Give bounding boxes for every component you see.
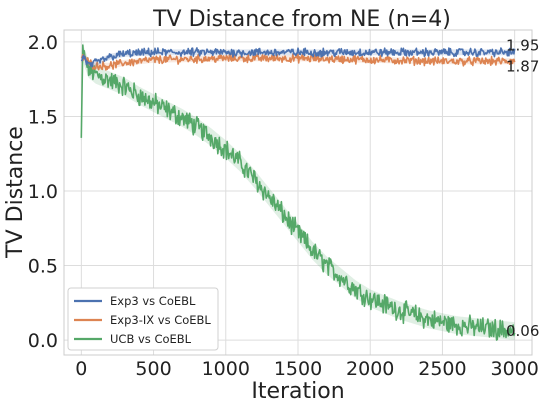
- x-tick-label: 1500: [274, 358, 322, 380]
- y-tick-label: 1.5: [28, 106, 58, 128]
- series-line: [80, 47, 516, 68]
- y-tick-label: 2.0: [28, 32, 58, 54]
- y-tick-label: 0.5: [28, 256, 58, 278]
- series-end-label: 1.87: [506, 57, 539, 75]
- series-end-label: 0.06: [506, 322, 539, 340]
- x-tick-label: 1000: [202, 358, 250, 380]
- x-tick-label: 3000: [490, 358, 538, 380]
- series-line: [80, 44, 516, 341]
- y-tick-label: 1.0: [28, 181, 58, 203]
- series-end-label: 1.95: [506, 36, 539, 54]
- y-tick-label: 0.0: [28, 330, 58, 352]
- y-tick-labels: 0.0 0.5 1.0 1.5 2.0: [28, 32, 58, 352]
- y-axis-label: TV Distance: [3, 126, 28, 259]
- x-tick-label: 0: [75, 358, 87, 380]
- x-tick-label: 2000: [346, 358, 394, 380]
- legend-label: Exp3-IX vs CoEBL: [110, 313, 211, 327]
- plot-area-frame: [63, 29, 533, 356]
- legend-label: UCB vs CoEBL: [110, 332, 192, 346]
- x-tick-labels: 0 500 1000 1500 2000 2500 3000: [75, 358, 539, 380]
- legend-box: [67, 287, 219, 351]
- legend-label: Exp3 vs CoEBL: [110, 294, 196, 308]
- end-labels: 1.95 1.87 0.06: [506, 36, 539, 340]
- chart-title: TV Distance from NE (n=4): [152, 7, 451, 32]
- series-lines: [80, 40, 516, 341]
- x-tick-label: 2500: [418, 358, 466, 380]
- x-tick-label: 500: [135, 358, 171, 380]
- x-axis-label: Iteration: [251, 379, 344, 404]
- legend: Exp3 vs CoEBL Exp3-IX vs CoEBL UCB vs CoEB…: [67, 287, 219, 351]
- series-line: [80, 53, 516, 71]
